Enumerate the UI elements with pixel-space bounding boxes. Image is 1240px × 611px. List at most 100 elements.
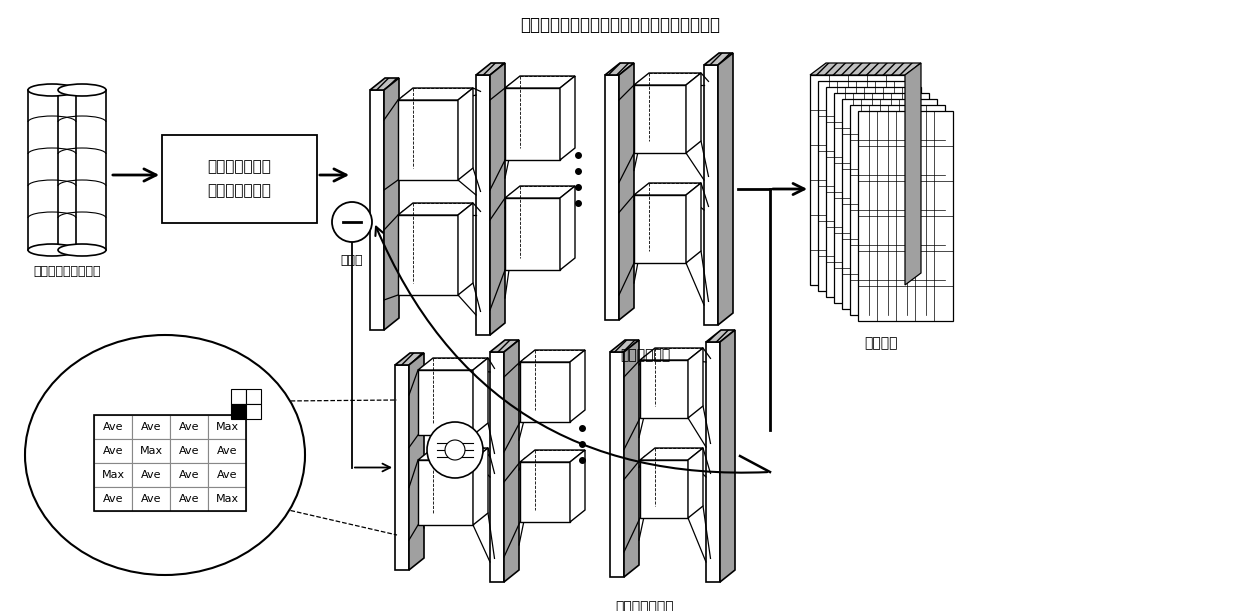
Polygon shape xyxy=(418,460,472,525)
Text: Ave: Ave xyxy=(103,422,123,432)
Polygon shape xyxy=(476,75,490,335)
Polygon shape xyxy=(490,352,503,582)
Polygon shape xyxy=(718,53,733,325)
Text: Max: Max xyxy=(102,470,124,480)
FancyBboxPatch shape xyxy=(131,439,170,463)
Text: Ave: Ave xyxy=(103,446,123,456)
Text: 卷积神经网络: 卷积神经网络 xyxy=(620,348,670,362)
Polygon shape xyxy=(640,448,703,460)
Text: Ave: Ave xyxy=(141,494,161,504)
FancyBboxPatch shape xyxy=(94,463,131,487)
Polygon shape xyxy=(835,93,929,303)
Polygon shape xyxy=(570,450,585,522)
FancyArrowPatch shape xyxy=(376,227,768,473)
Text: Max: Max xyxy=(216,422,238,432)
Polygon shape xyxy=(409,353,424,570)
Polygon shape xyxy=(686,73,701,153)
Text: Ave: Ave xyxy=(103,494,123,504)
FancyBboxPatch shape xyxy=(208,487,246,511)
FancyBboxPatch shape xyxy=(131,463,170,487)
Polygon shape xyxy=(370,78,399,90)
Polygon shape xyxy=(520,350,585,362)
Text: 基因特征粗提取: 基因特征粗提取 xyxy=(207,183,272,199)
Polygon shape xyxy=(490,340,520,352)
Polygon shape xyxy=(505,88,560,160)
Text: 反卷积神经网络: 反卷积神经网络 xyxy=(616,600,675,611)
Polygon shape xyxy=(605,75,619,320)
Polygon shape xyxy=(520,362,570,422)
Polygon shape xyxy=(610,340,639,352)
Polygon shape xyxy=(418,358,489,370)
Polygon shape xyxy=(398,100,458,180)
Circle shape xyxy=(427,422,484,478)
Text: 高维基因表达谱数据: 高维基因表达谱数据 xyxy=(33,265,100,278)
Polygon shape xyxy=(634,195,686,263)
Polygon shape xyxy=(688,348,703,418)
Text: Max: Max xyxy=(216,494,238,504)
Polygon shape xyxy=(560,76,575,160)
Ellipse shape xyxy=(29,244,76,256)
Polygon shape xyxy=(396,353,424,365)
Polygon shape xyxy=(640,360,688,418)
Text: 特征投影: 特征投影 xyxy=(864,336,898,350)
Ellipse shape xyxy=(29,84,76,96)
Polygon shape xyxy=(370,90,384,330)
Polygon shape xyxy=(720,330,735,582)
FancyBboxPatch shape xyxy=(246,389,260,404)
Polygon shape xyxy=(634,73,701,85)
Polygon shape xyxy=(398,203,472,215)
FancyBboxPatch shape xyxy=(162,135,317,223)
Polygon shape xyxy=(610,352,624,577)
Polygon shape xyxy=(810,75,905,285)
Polygon shape xyxy=(826,87,921,297)
Text: Ave: Ave xyxy=(217,446,237,456)
FancyBboxPatch shape xyxy=(170,439,208,463)
Text: Max: Max xyxy=(139,446,162,456)
Text: Ave: Ave xyxy=(217,470,237,480)
Ellipse shape xyxy=(25,335,305,575)
FancyBboxPatch shape xyxy=(94,415,131,439)
Text: Ave: Ave xyxy=(141,470,161,480)
Text: Ave: Ave xyxy=(141,422,161,432)
Circle shape xyxy=(445,440,465,460)
FancyBboxPatch shape xyxy=(208,439,246,463)
Polygon shape xyxy=(560,186,575,270)
Text: Ave: Ave xyxy=(179,494,200,504)
Polygon shape xyxy=(640,348,703,360)
Polygon shape xyxy=(520,462,570,522)
FancyBboxPatch shape xyxy=(94,439,131,463)
Polygon shape xyxy=(634,183,701,195)
Polygon shape xyxy=(418,448,489,460)
Polygon shape xyxy=(810,63,921,75)
FancyBboxPatch shape xyxy=(208,415,246,439)
FancyBboxPatch shape xyxy=(170,463,208,487)
Polygon shape xyxy=(624,340,639,577)
Polygon shape xyxy=(706,330,735,342)
Polygon shape xyxy=(842,99,937,309)
Polygon shape xyxy=(398,88,472,100)
Polygon shape xyxy=(704,53,733,65)
Polygon shape xyxy=(634,85,686,153)
Polygon shape xyxy=(505,76,575,88)
Polygon shape xyxy=(398,215,458,295)
Text: 负反馈: 负反馈 xyxy=(341,254,363,267)
Polygon shape xyxy=(472,448,489,525)
Polygon shape xyxy=(396,365,409,570)
Text: 基于深度闭环卷积双网络结构的特征精细捕捉: 基于深度闭环卷积双网络结构的特征精细捕捉 xyxy=(520,16,720,34)
Polygon shape xyxy=(58,90,105,250)
Polygon shape xyxy=(472,358,489,435)
Circle shape xyxy=(332,202,372,242)
FancyBboxPatch shape xyxy=(131,415,170,439)
FancyBboxPatch shape xyxy=(94,487,131,511)
Text: Ave: Ave xyxy=(179,470,200,480)
FancyBboxPatch shape xyxy=(231,389,246,404)
FancyBboxPatch shape xyxy=(231,404,246,419)
Text: 基于流形学习的: 基于流形学习的 xyxy=(207,159,272,175)
Polygon shape xyxy=(704,65,718,325)
Polygon shape xyxy=(619,63,634,320)
FancyBboxPatch shape xyxy=(208,463,246,487)
FancyBboxPatch shape xyxy=(131,487,170,511)
Polygon shape xyxy=(384,78,399,330)
FancyBboxPatch shape xyxy=(170,487,208,511)
Polygon shape xyxy=(476,63,505,75)
